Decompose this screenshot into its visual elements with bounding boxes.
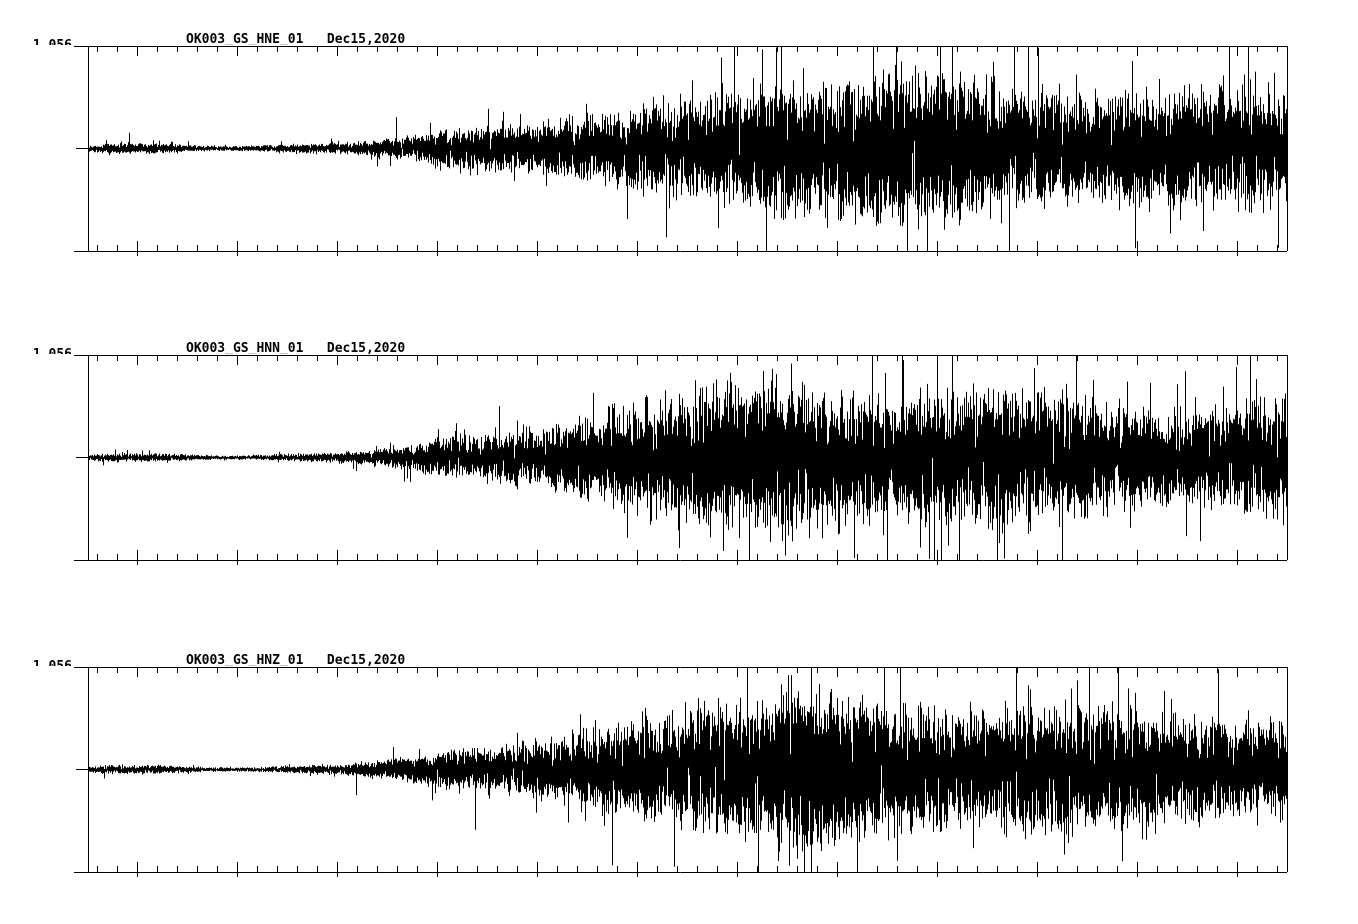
panel-title-hne: OK003_GS_HNE_01 Dec15,2020 (186, 32, 406, 47)
panel-title-hnz: OK003_GS_HNZ_01 Dec15,2020 (186, 653, 406, 668)
waveform-canvas-hnz (0, 666, 1358, 885)
waveform-canvas-hne (0, 45, 1358, 264)
panel-title-hnn: OK003_GS_HNN_01 Dec15,2020 (186, 341, 406, 356)
waveform-canvas-hnn (0, 354, 1358, 573)
